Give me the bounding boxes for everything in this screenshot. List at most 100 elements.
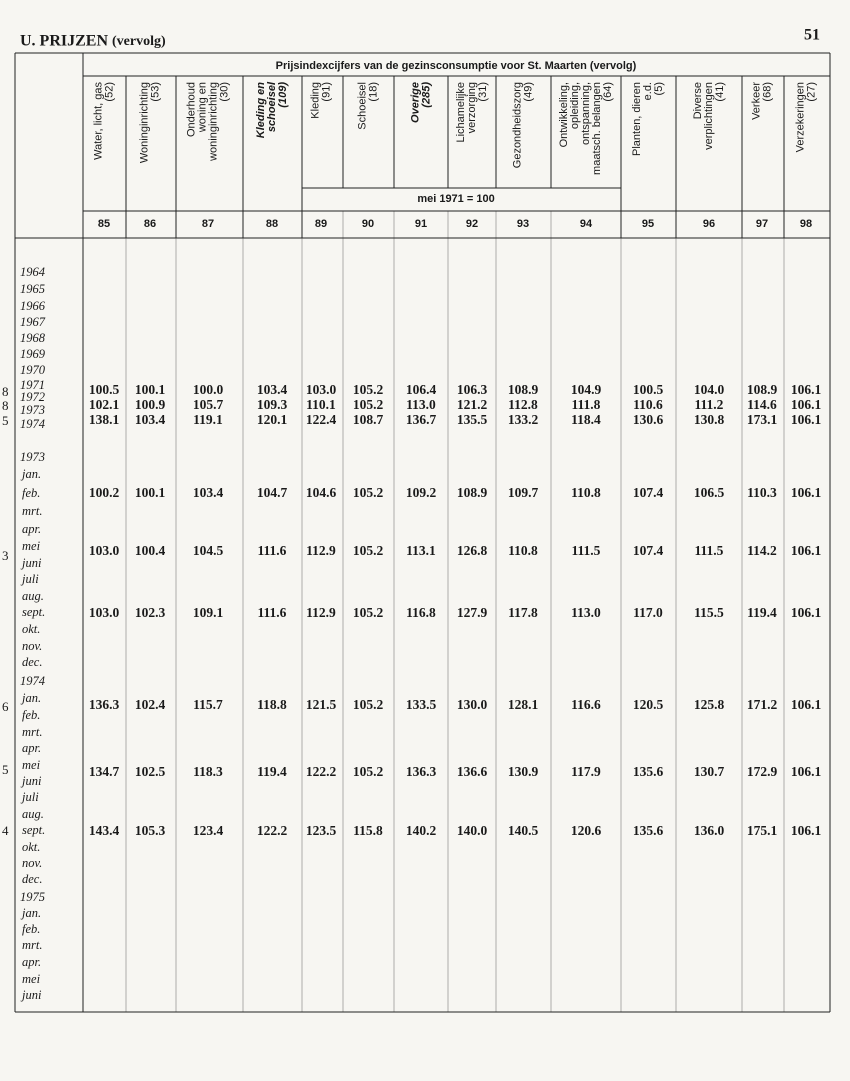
year-label: 1974 (20, 417, 45, 431)
column-header: (68) (761, 82, 773, 102)
year-label: 1964 (20, 265, 45, 279)
cell-value: 136.0 (694, 823, 725, 838)
year-label: 1965 (20, 282, 45, 296)
month-label: jan. (20, 467, 41, 481)
cell-value: 105.3 (135, 823, 166, 838)
cell-value: 130.8 (694, 412, 725, 427)
column-header: (5) (653, 82, 665, 95)
cell-value: 116.6 (571, 697, 601, 712)
column-header: (285) (420, 82, 432, 108)
cell-value: 140.5 (508, 823, 539, 838)
table-title: Prijsindexcijfers van de gezinsconsumpti… (276, 60, 637, 72)
year-label: 1968 (20, 331, 46, 345)
cell-value: 136.6 (457, 764, 488, 779)
cell-value: 106.1 (791, 764, 822, 779)
cell-value: 106.3 (457, 382, 488, 397)
cell-value: 120.5 (633, 697, 664, 712)
year-label: 1973 (20, 450, 45, 464)
month-label: feb. (22, 486, 40, 500)
section-title: U. PRIJZEN (20, 33, 108, 50)
cell-value: 127.9 (457, 605, 488, 620)
cell-value: 108.9 (457, 485, 488, 500)
cell-value: 108.9 (508, 382, 539, 397)
column-header: (64) (602, 82, 614, 102)
month-label: apr. (22, 522, 41, 536)
margin-mark: 6 (2, 699, 9, 714)
cell-value: 108.9 (747, 382, 778, 397)
column-number: 93 (517, 218, 529, 230)
month-label: juni (20, 988, 42, 1002)
year-label: 1970 (20, 363, 46, 377)
column-header: (53) (149, 82, 161, 102)
cell-value: 138.1 (89, 412, 120, 427)
cell-value: 118.4 (571, 412, 601, 427)
page-number: 51 (804, 27, 820, 44)
column-header: (52) (103, 82, 115, 102)
cell-value: 122.2 (257, 823, 288, 838)
column-header: Water, licht, gas (92, 82, 104, 160)
month-label: nov. (22, 856, 42, 870)
margin-mark: 5 (2, 762, 9, 777)
column-number: 90 (362, 218, 374, 230)
column-header: Kleding (309, 82, 321, 119)
cell-value: 100.2 (89, 485, 120, 500)
cell-value: 114.6 (747, 397, 777, 412)
column-header: Ontwikkeling, (558, 82, 570, 147)
cell-value: 105.2 (353, 382, 384, 397)
cell-value: 105.2 (353, 697, 384, 712)
cell-value: 102.5 (135, 764, 166, 779)
cell-value: 135.6 (633, 764, 664, 779)
month-label: feb. (22, 922, 40, 936)
cell-value: 102.3 (135, 605, 166, 620)
cell-value: 105.2 (353, 605, 384, 620)
month-label: mei (22, 972, 41, 986)
column-header: Schoeisel (356, 82, 368, 130)
cell-value: 135.5 (457, 412, 488, 427)
cell-value: 100.1 (135, 485, 166, 500)
cell-value: 136.3 (89, 697, 120, 712)
column-header: (18) (367, 82, 379, 102)
column-header: woninginrichting (207, 82, 219, 162)
month-label: nov. (22, 639, 42, 653)
month-label: jan. (20, 691, 41, 705)
cell-value: 117.8 (508, 605, 538, 620)
cell-value: 126.8 (457, 543, 488, 558)
column-header: (109) (277, 82, 289, 108)
cell-value: 116.8 (406, 605, 436, 620)
month-label: juli (20, 790, 39, 804)
cell-value: 118.3 (193, 764, 223, 779)
month-label: okt. (22, 840, 40, 854)
cell-value: 104.0 (694, 382, 725, 397)
cell-value: 115.7 (193, 697, 223, 712)
year-label: 1971 (20, 378, 45, 392)
cell-value: 100.9 (135, 397, 166, 412)
column-header: verplichtingen (703, 82, 715, 150)
cell-value: 120.1 (257, 412, 288, 427)
cell-value: 109.7 (508, 485, 539, 500)
cell-value: 111.5 (572, 543, 601, 558)
year-label: 1974 (20, 674, 45, 688)
cell-value: 105.2 (353, 764, 384, 779)
cell-value: 119.1 (193, 412, 223, 427)
cell-value: 120.6 (571, 823, 602, 838)
cell-value: 108.7 (353, 412, 384, 427)
cell-value: 104.9 (571, 382, 602, 397)
cell-value: 128.1 (508, 697, 539, 712)
cell-value: 114.2 (747, 543, 777, 558)
column-number: 91 (415, 218, 427, 230)
column-header: Gezondheidszorg (511, 82, 523, 168)
column-header: Kleding en (255, 82, 267, 139)
cell-value: 111.2 (695, 397, 724, 412)
cell-value: 115.8 (353, 823, 383, 838)
year-label: 1966 (20, 299, 46, 313)
cell-value: 121.5 (306, 697, 337, 712)
margin-mark: 8 (2, 398, 9, 413)
cell-value: 119.4 (257, 764, 287, 779)
cell-value: 117.9 (571, 764, 601, 779)
column-header: (49) (522, 82, 534, 102)
column-header: (41) (714, 82, 726, 102)
month-label: apr. (22, 955, 41, 969)
column-number: 97 (756, 218, 768, 230)
cell-value: 122.2 (306, 764, 337, 779)
